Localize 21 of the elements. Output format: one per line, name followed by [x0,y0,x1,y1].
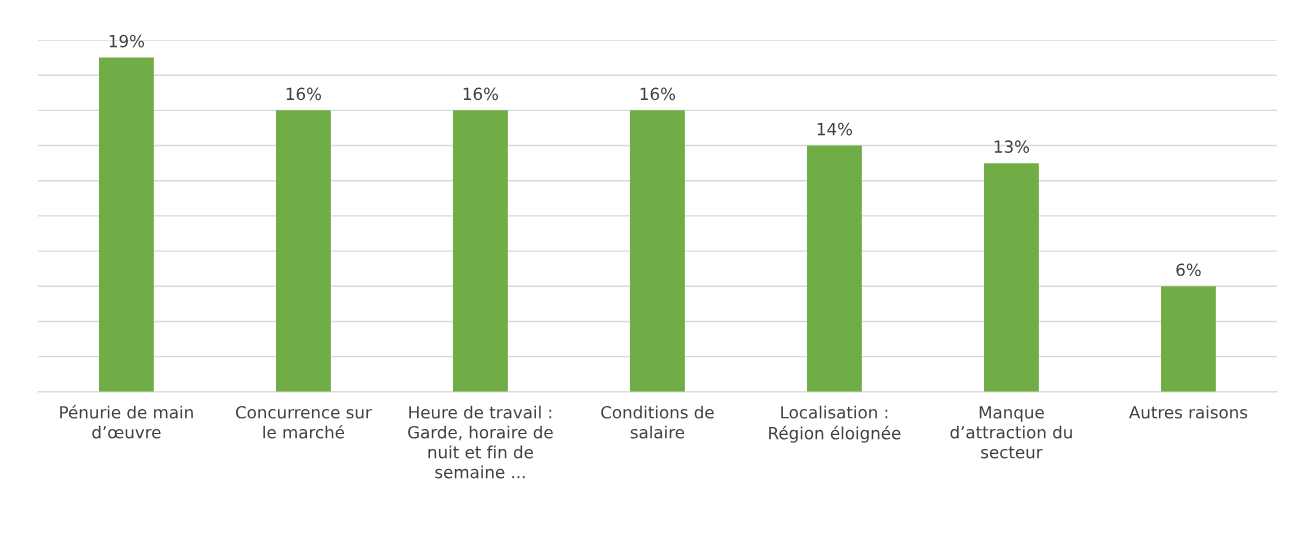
bar [806,145,862,392]
bar [452,110,508,392]
bar [629,110,685,392]
bar [275,110,331,392]
x-tick-label: Pénurie de main d’œuvre [60,405,193,439]
bar [98,57,154,392]
data-label: 19% [109,34,145,48]
x-tick-label: Heure de travail : Garde, horaire de nuit et fin de semaine ... [408,405,553,479]
data-label: 6% [1176,263,1201,277]
data-label: 16% [640,87,676,101]
x-tick-label: Concurrence sur le marché [235,406,372,439]
bar [984,163,1039,392]
x-tick-label: Conditions de salaire [601,405,714,439]
data-label: 16% [463,87,499,101]
data-label: 16% [286,87,322,101]
bar [1161,286,1216,392]
x-tick-label: Localisation : Région éloignée [769,405,901,443]
x-tick-label: Manque d’attraction du secteur [950,406,1072,459]
data-label: 13% [994,140,1030,153]
x-tick-label: Autres raisons [1129,405,1248,419]
data-label: 14% [817,122,853,136]
